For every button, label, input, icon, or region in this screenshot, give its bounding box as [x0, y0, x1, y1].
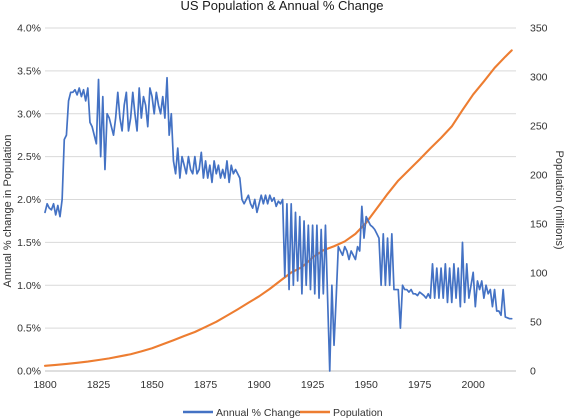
legend-label-annual-change: Annual % Change [216, 407, 301, 419]
x-tick-label-2: 1850 [140, 379, 164, 391]
series-line-annual-change [44, 76, 513, 372]
x-tick-label-8: 2000 [462, 379, 486, 391]
y2-tick-label-7: 350 [530, 23, 548, 35]
x-tick-label-1: 1825 [87, 379, 111, 391]
y-tick-label-7: 3.5% [17, 65, 41, 77]
y-tick-label-0: 0.0% [17, 366, 41, 378]
y-tick-label-3: 1.5% [17, 237, 41, 249]
y2-axis-title: Population (millions) [553, 150, 565, 249]
y-tick-label-1: 0.5% [17, 323, 41, 335]
y2-tick-label-4: 200 [530, 170, 548, 182]
x-tick-label-6: 1950 [354, 379, 378, 391]
legend-label-population: Population [333, 407, 383, 419]
series-layer [43, 49, 513, 372]
legend: Annual % Change Population [183, 407, 383, 419]
y2-tick-label-3: 150 [530, 219, 548, 231]
x-tick-label-7: 1975 [408, 379, 432, 391]
y2-axis-ticks: 0 50 100 150 200 250 300 350 [530, 23, 548, 378]
y-tick-label-2: 1.0% [17, 280, 41, 292]
y2-tick-label-5: 250 [530, 121, 548, 133]
y2-tick-label-1: 50 [530, 317, 542, 329]
y2-tick-label-2: 100 [530, 268, 548, 280]
x-tick-label-5: 1925 [301, 379, 325, 391]
gridlines [45, 27, 516, 372]
y-tick-label-8: 4.0% [17, 23, 41, 35]
x-tick-label-4: 1900 [247, 379, 271, 391]
y2-tick-label-6: 300 [530, 72, 548, 84]
y-axis-title: Annual % change in Population [2, 135, 14, 288]
x-tick-label-0: 1800 [33, 379, 57, 391]
y-axis-ticks: 0.0% 0.5% 1.0% 1.5% 2.0% 2.5% 3.0% 3.5% 4.0% [17, 23, 41, 378]
x-tick-label-3: 1875 [194, 379, 218, 391]
y-tick-label-5: 2.5% [17, 151, 41, 163]
series-line-population [43, 49, 513, 367]
y2-tick-label-0: 0 [530, 366, 536, 378]
chart-title: US Population & Annual % Change [180, 0, 383, 13]
y-tick-label-6: 3.0% [17, 108, 41, 120]
x-axis-ticks: 1800 1825 1850 1875 1900 1925 1950 1975 2000 [33, 379, 485, 391]
y-tick-label-4: 2.0% [17, 194, 41, 206]
